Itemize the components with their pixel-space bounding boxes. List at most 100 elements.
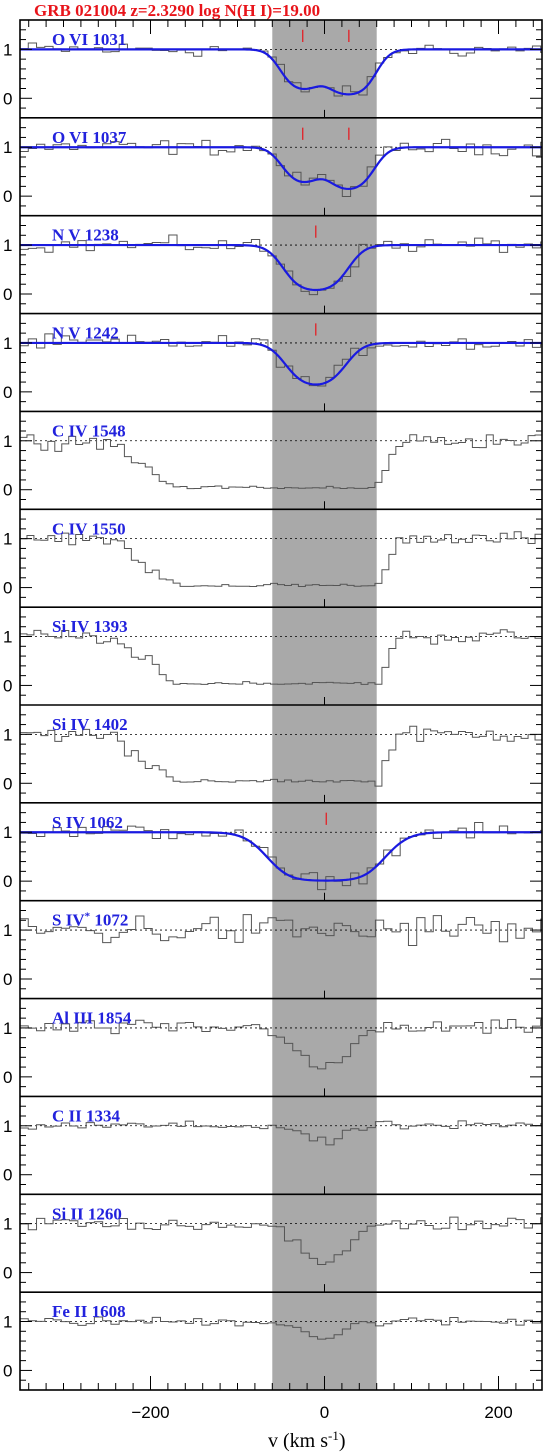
panel-ion: Al III <box>52 1009 93 1028</box>
spectrum-trace <box>20 1216 542 1265</box>
x-axis: −200 0 200 <box>28 20 534 1422</box>
panel-label: Si IV 1402 <box>52 715 128 734</box>
spectrum-trace <box>20 1316 542 1340</box>
panel-label: N V 1238 <box>52 226 119 245</box>
panel-siiv-1402: Si IV 1402 0 1 <box>3 704 542 794</box>
panel-cii-1334: C II 1334 0 1 <box>3 1095 542 1185</box>
panel-ion: O VI <box>52 128 88 147</box>
panel-nv-1238: N V 1238 0 1 <box>3 214 542 305</box>
y-tick-label: 0 <box>3 774 12 793</box>
x-axis-label-exponent: -1 <box>328 1428 339 1443</box>
panel-ion: S IV <box>52 813 85 832</box>
spectrum-trace <box>20 629 542 685</box>
y-tick-label: 0 <box>3 285 12 304</box>
y-tick-label: 1 <box>3 236 12 255</box>
y-tick-label: 0 <box>3 1068 12 1087</box>
y-tick-label: 0 <box>3 1264 12 1283</box>
panel-civ-1548: C IV 1548 0 1 <box>3 410 542 500</box>
panel-label: S IV 1062 <box>52 813 123 832</box>
panel-ion: S IV <box>52 911 85 930</box>
panel-ion: O VI <box>52 30 88 49</box>
panel-wavelength: 1238 <box>85 226 119 245</box>
panel-aliii-1854: Al III 1854 0 1 <box>3 997 542 1088</box>
y-tick-label: 1 <box>3 921 12 940</box>
panel-label: Si II 1260 <box>52 1204 122 1223</box>
panel-wavelength: 1393 <box>94 617 128 636</box>
x-tick-label: 200 <box>484 1403 512 1422</box>
y-tick-label: 1 <box>3 628 12 647</box>
panel-siii-1260: Si II 1260 0 1 <box>3 1193 542 1283</box>
panel-siiv-1393: Si IV 1393 0 1 <box>3 606 542 696</box>
panel-ion: Si IV <box>52 715 90 734</box>
y-tick-label: 0 <box>3 970 12 989</box>
panel-ion-star: * <box>85 911 91 923</box>
panel-nv-1242: N V 1242 0 1 <box>3 312 542 403</box>
y-tick-label: 1 <box>3 40 12 59</box>
y-tick-label: 0 <box>3 1166 12 1185</box>
panel-wavelength: 1062 <box>89 813 123 832</box>
y-tick-label: 1 <box>3 1117 12 1136</box>
chart-title: GRB 021004 z=2.3290 log N(H I)=19.00 <box>34 1 320 20</box>
spectrum-trace <box>20 914 542 947</box>
panel-civ-1550: C IV 1550 0 1 <box>3 508 542 598</box>
spectrum-trace <box>20 531 542 587</box>
panel-wavelength: 1550 <box>92 519 126 538</box>
panel-label: O VI 1031 <box>52 30 126 49</box>
panel-label: Al III 1854 <box>52 1009 132 1028</box>
panel-label: C II 1334 <box>52 1106 121 1125</box>
panel-ovi-1037: O VI 1037 0 1 <box>3 117 542 207</box>
y-tick-label: 1 <box>3 334 12 353</box>
spectrum-trace <box>20 1120 542 1146</box>
fit-curve <box>20 146 542 191</box>
y-tick-label: 1 <box>3 530 12 549</box>
y-tick-label: 1 <box>3 725 12 744</box>
panel-label: Fe II 1608 <box>52 1302 126 1321</box>
panel-wavelength: 1031 <box>92 30 126 49</box>
y-tick-label: 0 <box>3 676 12 695</box>
y-tick-label: 1 <box>3 1215 12 1234</box>
panel-ion: C II <box>52 1106 82 1125</box>
y-tick-label: 0 <box>3 872 12 891</box>
panel-feii-1608: Fe II 1608 0 1 <box>3 1291 542 1381</box>
y-tick-label: 0 <box>3 89 12 108</box>
fit-curve <box>20 48 542 96</box>
spectrum-trace <box>20 42 542 97</box>
y-tick-label: 1 <box>3 138 12 157</box>
y-tick-label: 0 <box>3 579 12 598</box>
panel-siv-1062: S IV 1062 0 1 <box>3 802 542 892</box>
panel-ion: N V <box>52 324 81 343</box>
panel-wavelength: 1260 <box>88 1204 122 1223</box>
axes-frame <box>19 19 543 1391</box>
y-tick-label: 0 <box>3 383 12 402</box>
panel-wavelength: 1242 <box>85 324 119 343</box>
y-tick-label: 1 <box>3 432 12 451</box>
panel-ion: C IV <box>52 519 88 538</box>
panel-wavelength: 1608 <box>92 1302 126 1321</box>
y-tick-label: 0 <box>3 187 12 206</box>
x-tick-label: 0 <box>320 1403 329 1422</box>
panel-wavelength: 1402 <box>94 715 128 734</box>
x-axis-label-close: ) <box>339 1430 346 1452</box>
spectrum-trace <box>20 822 542 891</box>
panel-ion: Si IV <box>52 617 90 636</box>
y-tick-label: 1 <box>3 1019 12 1038</box>
x-axis-label: v (km s-1) <box>268 1428 346 1452</box>
panel-ion: N V <box>52 226 81 245</box>
panel-label: C IV 1550 <box>52 519 126 538</box>
fit-curve <box>20 243 542 292</box>
panel-label: N V 1242 <box>52 324 119 343</box>
panel-ion: Fe II <box>52 1302 88 1321</box>
panel-wavelength: 1037 <box>92 128 127 147</box>
panel-ion: Si II <box>52 1204 84 1223</box>
spectrum-trace <box>20 725 542 787</box>
spectrum-trace <box>20 333 542 387</box>
x-axis-label-main: v (km s <box>268 1430 328 1452</box>
y-tick-label: 0 <box>3 481 12 500</box>
x-tick-label: −200 <box>131 1403 169 1422</box>
plot-frame <box>19 19 543 1391</box>
panel-label: S IV* 1072 <box>52 911 128 930</box>
panel-siv-1072: S IV* 1072 0 1 <box>3 899 542 990</box>
panel-wavelength: 1334 <box>86 1106 121 1125</box>
